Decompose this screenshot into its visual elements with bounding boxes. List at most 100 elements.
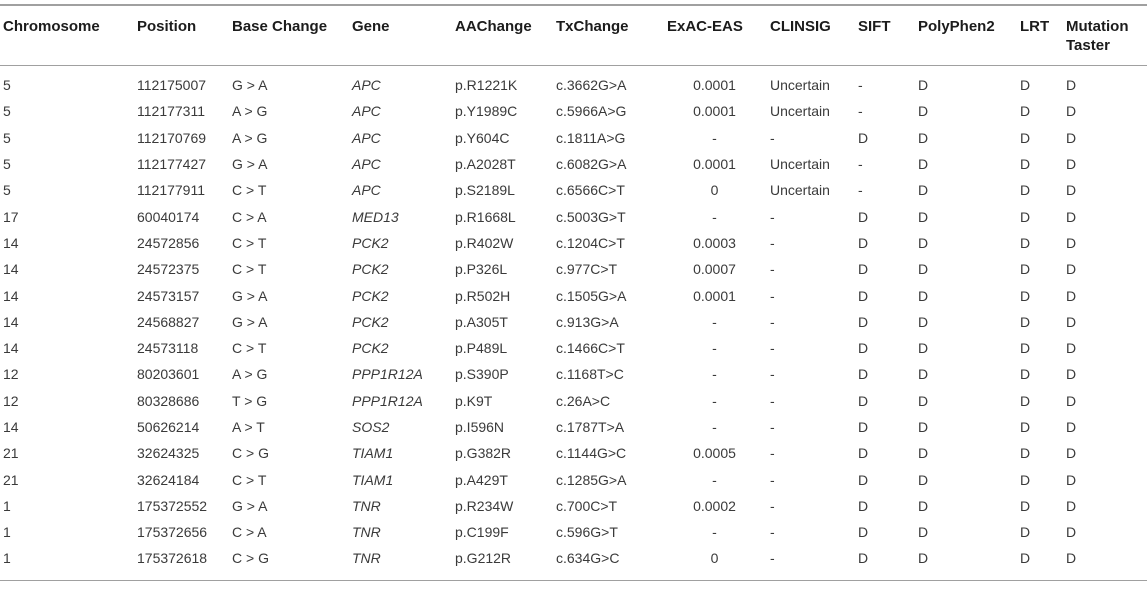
cell-clinsig: - xyxy=(770,445,775,462)
cell-sift: D xyxy=(858,524,869,541)
cell-txchange: c.5003G>T xyxy=(556,208,626,225)
cell-base-change: C > A xyxy=(232,524,267,541)
cell-aachange: p.C199F xyxy=(455,524,509,541)
cell-position: 112170769 xyxy=(137,129,207,146)
table-header-row: Chromosome Position Base Change Gene AAChang… xyxy=(0,5,1147,66)
cell-sift: D xyxy=(858,261,869,278)
cell-mutation-taster: D xyxy=(1066,261,1077,278)
cell-exac-eas: - xyxy=(712,419,717,435)
cell-lrt: D xyxy=(1020,340,1031,357)
cell-polyphen2: D xyxy=(918,471,929,488)
cell-gene: TNR xyxy=(352,524,381,541)
cell-aachange: p.S2189L xyxy=(455,182,515,199)
cell-sift: D xyxy=(858,392,869,409)
cell-mutation-taster: D xyxy=(1066,208,1077,225)
table-row: 14 24573157 G > A PCK2 p.R502H c.1505G>A 0.000… xyxy=(0,282,1147,308)
cell-polyphen2: D xyxy=(918,287,929,304)
cell-aachange: p.S390P xyxy=(455,366,509,383)
cell-gene: TIAM1 xyxy=(352,471,394,488)
cell-lrt: D xyxy=(1020,524,1031,541)
cell-exac-eas: - xyxy=(712,471,717,488)
cell-sift: D xyxy=(858,340,869,357)
cell-clinsig: - xyxy=(770,208,775,225)
cell-sift: D xyxy=(858,471,869,488)
cell-chromosome: 5 xyxy=(3,103,11,120)
cell-txchange: c.596G>T xyxy=(556,524,618,541)
cell-exac-eas: 0.0001 xyxy=(693,287,736,304)
cell-polyphen2: D xyxy=(918,313,929,330)
cell-lrt: D xyxy=(1020,445,1031,462)
cell-polyphen2: D xyxy=(918,392,929,409)
table-row: 12 80328686 T > G PPP1R12A p.K9T c.26A>C - - D D D… xyxy=(0,388,1147,414)
cell-exac-eas: 0.0001 xyxy=(693,103,736,120)
cell-base-change: C > A xyxy=(232,208,267,225)
column-header-exac-eas: ExAC-EAS xyxy=(663,5,766,66)
table-row: 14 50626214 A > T SOS2 p.I596N c.1787T>A - - D D D… xyxy=(0,414,1147,440)
cell-txchange: c.3662G>A xyxy=(556,77,627,94)
cell-lrt: D xyxy=(1020,103,1031,120)
cell-gene: PCK2 xyxy=(352,287,389,304)
cell-base-change: T > G xyxy=(232,392,268,409)
cell-exac-eas: 0.0007 xyxy=(693,261,736,278)
cell-exac-eas: 0 xyxy=(710,550,719,567)
cell-mutation-taster: D xyxy=(1066,77,1077,94)
cell-clinsig: - xyxy=(770,340,775,357)
cell-lrt: D xyxy=(1020,234,1031,251)
cell-gene: APC xyxy=(352,129,381,146)
cell-mutation-taster: D xyxy=(1066,340,1077,357)
cell-position: 32624184 xyxy=(137,471,200,488)
table-row: 1 175372552 G > A TNR p.R234W c.700C>T 0.0002 -… xyxy=(0,493,1147,519)
cell-mutation-taster: D xyxy=(1066,103,1077,120)
cell-txchange: c.1168T>C xyxy=(556,366,624,383)
cell-lrt: D xyxy=(1020,261,1031,278)
cell-sift: D xyxy=(858,419,869,435)
cell-txchange: c.1466C>T xyxy=(556,340,625,357)
cell-gene: MED13 xyxy=(352,208,399,225)
cell-gene: PCK2 xyxy=(352,261,389,278)
column-header-sift: SIFT xyxy=(854,5,914,66)
cell-clinsig: Uncertain xyxy=(770,182,830,199)
cell-chromosome: 12 xyxy=(3,366,19,383)
cell-mutation-taster: D xyxy=(1066,234,1077,251)
table-row: 5 112177311 A > G APC p.Y1989C c.5966A>G 0.000… xyxy=(0,98,1147,124)
cell-chromosome: 21 xyxy=(3,471,19,488)
cell-base-change: A > G xyxy=(232,129,268,146)
cell-sift: - xyxy=(858,156,863,173)
cell-lrt: D xyxy=(1020,313,1031,330)
cell-aachange: p.R402W xyxy=(455,234,514,251)
cell-position: 24573157 xyxy=(137,287,200,304)
cell-position: 24572856 xyxy=(137,234,200,251)
column-header-mutation-taster: Mutation Taster xyxy=(1062,5,1147,66)
cell-position: 112177311 xyxy=(137,103,205,120)
cell-lrt: D xyxy=(1020,550,1031,567)
cell-position: 60040174 xyxy=(137,208,200,225)
cell-txchange: c.1204C>T xyxy=(556,234,625,251)
cell-polyphen2: D xyxy=(918,103,929,120)
cell-mutation-taster: D xyxy=(1066,156,1077,173)
table-row: 14 24573118 C > T PCK2 p.P489L c.1466C>T - - D D D… xyxy=(0,335,1147,361)
cell-chromosome: 12 xyxy=(3,392,19,409)
cell-position: 24573118 xyxy=(137,340,199,357)
cell-aachange: p.I596N xyxy=(455,419,505,435)
cell-mutation-taster: D xyxy=(1066,524,1077,541)
cell-clinsig: Uncertain xyxy=(770,77,830,94)
cell-mutation-taster: D xyxy=(1066,471,1077,488)
cell-exac-eas: 0.0002 xyxy=(693,497,736,514)
cell-polyphen2: D xyxy=(918,156,929,173)
cell-polyphen2: D xyxy=(918,208,929,225)
cell-aachange: p.Y604C xyxy=(455,129,510,146)
cell-base-change: G > A xyxy=(232,313,268,330)
table-row: 14 24572856 C > T PCK2 p.R402W c.1204C>T 0.000… xyxy=(0,230,1147,256)
cell-sift: - xyxy=(858,77,863,94)
cell-mutation-taster: D xyxy=(1066,366,1077,383)
cell-polyphen2: D xyxy=(918,261,929,278)
table-row: 21 32624184 C > T TIAM1 p.A429T c.1285G>A - - D D… xyxy=(0,466,1147,492)
cell-exac-eas: 0.0005 xyxy=(693,445,736,462)
cell-clinsig: - xyxy=(770,129,775,146)
cell-mutation-taster: D xyxy=(1066,129,1077,146)
cell-gene: PPP1R12A xyxy=(352,366,423,383)
cell-txchange: c.6566C>T xyxy=(556,182,625,199)
cell-aachange: p.P489L xyxy=(455,340,508,357)
cell-chromosome: 14 xyxy=(3,287,19,304)
cell-polyphen2: D xyxy=(918,445,929,462)
